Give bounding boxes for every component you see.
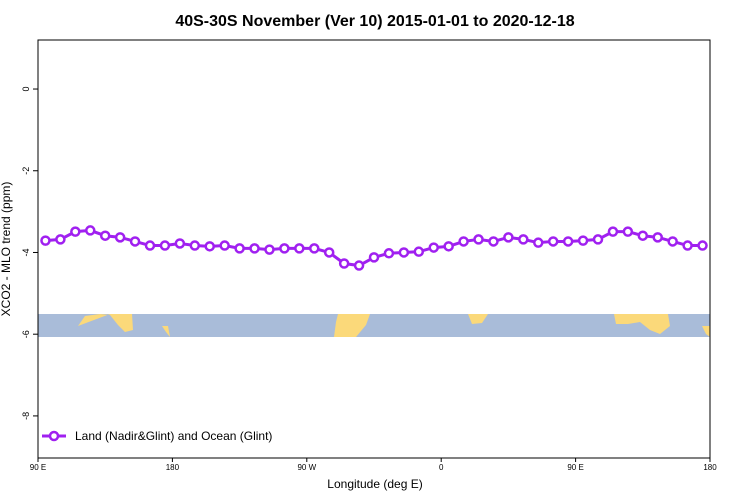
data-point [264,244,275,255]
data-point [607,226,619,237]
data-point [114,232,126,243]
data-point [697,240,708,251]
data-point [219,240,230,251]
data-point [85,225,96,236]
x-tick-label: 0 [439,463,444,472]
x-tick-label: 180 [703,463,717,472]
data-point [159,240,171,251]
data-point [547,236,559,247]
legend-label: Land (Nadir&Glint) and Ocean (Glint) [75,429,272,443]
data-point [533,237,544,248]
data-point [279,243,290,254]
data-point [413,246,425,257]
map-strip [38,314,710,337]
data-point [473,234,484,245]
plot-frame [37,39,711,459]
data-point [383,248,395,259]
x-tick-label: 180 [166,463,180,472]
y-tick-label: -4 [21,248,31,256]
x-tick-label: 90 W [297,463,316,472]
data-point [174,238,186,249]
data-point [667,236,678,247]
y-tick-label: 0 [21,87,31,92]
data-point [622,226,634,237]
x-tick-label: 90 E [567,463,583,472]
x-axis-label: Longitude (deg E) [327,477,422,491]
data-point [144,240,156,251]
data-point [204,241,215,252]
data-point [592,234,604,245]
data-point [70,226,81,237]
data-point [503,232,514,243]
data-point [368,252,380,263]
data-point [458,236,469,247]
data-point [234,243,245,254]
data-point [55,234,66,245]
data-point [652,232,663,243]
y-axis-label: XCO2 - MLO trend (ppm) [0,182,13,317]
data-point [294,243,305,254]
data-point [682,240,693,251]
data-point [323,247,335,258]
data-point [338,258,350,269]
data-point [637,230,649,241]
y-tick-label: -8 [21,412,31,420]
x-tick-label: 90 E [30,463,46,472]
data-point [428,242,439,253]
data-point [40,235,51,246]
data-point [249,243,260,254]
data-point [189,240,201,251]
data-point [443,241,454,252]
data-point [577,235,589,246]
y-tick-label: -6 [21,330,31,338]
data-point [129,236,141,247]
data-point [518,234,529,245]
legend-marker [48,430,60,442]
data-point [309,243,320,254]
chart-title: 40S-30S November (Ver 10) 2015-01-01 to … [175,13,574,30]
y-tick-label: -2 [21,167,31,175]
data-point [353,260,365,271]
data-point [398,247,410,258]
data-point [562,236,574,247]
data-point [99,230,111,241]
legend: Land (Nadir&Glint) and Ocean (Glint) [42,429,272,443]
data-point [488,236,499,247]
